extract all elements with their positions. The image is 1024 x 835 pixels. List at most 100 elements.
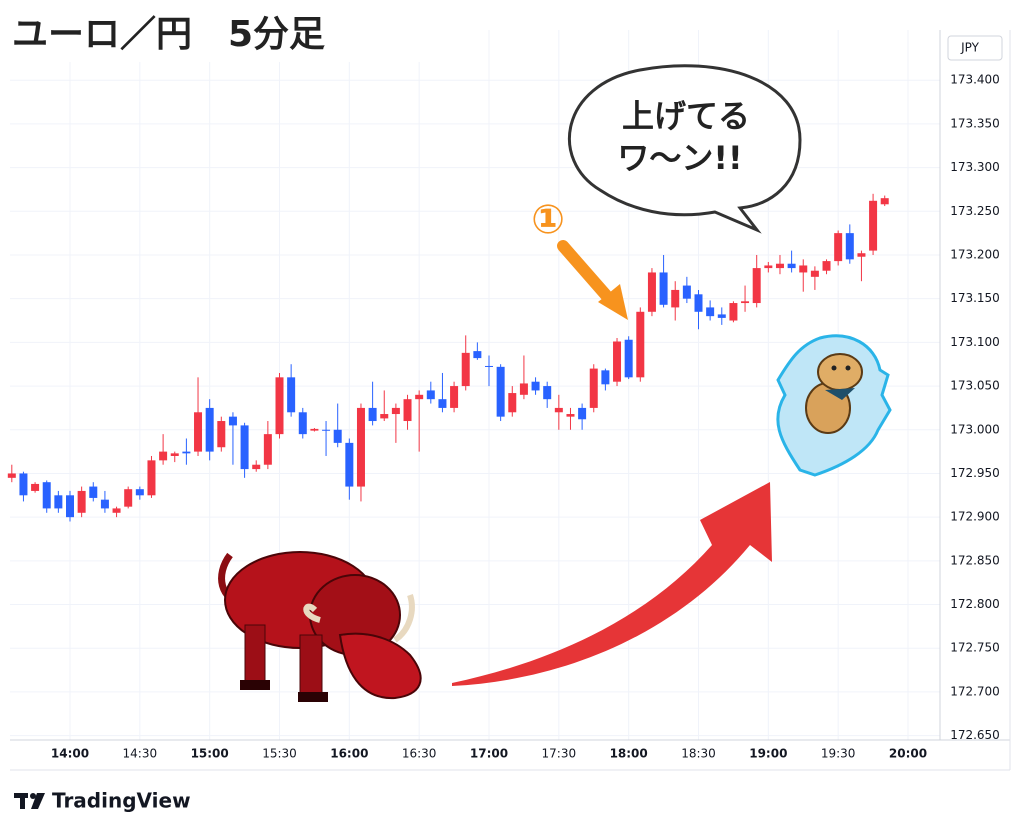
candle-body bbox=[578, 407, 587, 420]
candle-body bbox=[682, 285, 691, 299]
candle-body bbox=[880, 198, 889, 205]
candle-body bbox=[450, 386, 459, 408]
red-arrow bbox=[452, 482, 772, 686]
candle-body bbox=[438, 399, 447, 408]
dog-illustration bbox=[776, 334, 892, 477]
x-tick-label: 16:00 bbox=[330, 747, 368, 761]
x-tick-label: 15:30 bbox=[262, 747, 297, 761]
candle-body bbox=[543, 386, 552, 400]
candles bbox=[7, 193, 889, 522]
y-tick-label: 173.250 bbox=[950, 204, 1000, 218]
y-tick-label: 173.100 bbox=[950, 335, 1000, 349]
y-tick-label: 172.700 bbox=[950, 684, 1000, 698]
x-tick-label: 18:30 bbox=[681, 747, 716, 761]
candle-body bbox=[380, 414, 389, 419]
candle-body bbox=[485, 365, 493, 367]
candle-body bbox=[636, 311, 645, 378]
y-tick-label: 173.150 bbox=[950, 291, 1000, 305]
candle-body bbox=[275, 377, 284, 435]
candle-body bbox=[508, 393, 517, 413]
bubble-text: ワ～ン!! bbox=[617, 139, 742, 177]
y-tick-label: 172.800 bbox=[950, 597, 1000, 611]
candle-body bbox=[322, 429, 331, 431]
candle-body bbox=[217, 421, 226, 448]
candle-body bbox=[799, 265, 808, 273]
candle-body bbox=[252, 464, 261, 470]
candle-body bbox=[368, 407, 377, 422]
brand-logo bbox=[14, 793, 45, 809]
candle-body bbox=[240, 425, 249, 470]
candle-body bbox=[124, 489, 133, 507]
candle-body bbox=[461, 352, 470, 387]
orange-arrow-head bbox=[598, 284, 628, 320]
y-tick-label: 173.350 bbox=[950, 116, 1000, 130]
candle-body bbox=[729, 303, 738, 321]
candle-body bbox=[66, 495, 74, 518]
x-tick-label: 14:30 bbox=[123, 747, 158, 761]
candle-body bbox=[822, 261, 831, 271]
candle-body bbox=[834, 233, 843, 262]
y-tick-label: 172.950 bbox=[950, 466, 1000, 480]
x-tick-label: 15:00 bbox=[191, 747, 229, 761]
x-tick-label: 20:00 bbox=[889, 747, 927, 761]
candle-body bbox=[426, 390, 435, 400]
chart-title: ユーロ／円 5分足 bbox=[12, 14, 325, 55]
candle-body bbox=[566, 414, 575, 417]
candle-body bbox=[391, 407, 400, 415]
candle-body bbox=[147, 460, 156, 496]
candle-body bbox=[613, 341, 622, 382]
y-tick-label: 172.850 bbox=[950, 553, 1000, 567]
candle-body bbox=[519, 383, 528, 395]
y-tick-label: 173.000 bbox=[950, 422, 1000, 436]
x-tick-label: 16:30 bbox=[402, 747, 437, 761]
candle-body bbox=[775, 263, 784, 269]
candle-body bbox=[717, 314, 726, 318]
candle-body bbox=[752, 268, 761, 304]
candle-body bbox=[356, 407, 365, 487]
speech-bubble bbox=[567, 64, 802, 234]
candle-body bbox=[869, 200, 878, 251]
candle-body bbox=[112, 508, 121, 513]
candle-body bbox=[403, 399, 412, 422]
candle-body bbox=[589, 368, 598, 408]
currency: JPY bbox=[960, 41, 980, 55]
brand-name: TradingView bbox=[52, 789, 191, 813]
y-tick-label: 173.050 bbox=[950, 379, 1000, 393]
candle-body bbox=[787, 263, 796, 269]
candle-body bbox=[54, 495, 63, 509]
candle-body bbox=[205, 407, 214, 452]
candle-body bbox=[845, 233, 854, 260]
candle-body bbox=[170, 453, 179, 456]
candle-body bbox=[333, 429, 342, 443]
candle-body bbox=[31, 483, 40, 491]
bubble-text: 上げてる bbox=[622, 97, 750, 135]
y-tick-label: 173.300 bbox=[950, 160, 1000, 174]
candle-body bbox=[496, 366, 505, 417]
y-tick-label: 172.750 bbox=[950, 641, 1000, 655]
candle-body bbox=[647, 272, 656, 312]
orange-arrow bbox=[557, 240, 618, 308]
candle-body bbox=[42, 482, 51, 509]
candle-body bbox=[706, 307, 715, 317]
candle-body bbox=[287, 377, 296, 413]
candle-body bbox=[554, 407, 563, 413]
currency-box bbox=[947, 35, 1003, 61]
candle-body bbox=[7, 473, 16, 478]
candle-body bbox=[531, 381, 540, 391]
x-tick-label: 14:00 bbox=[51, 747, 89, 761]
candle-body bbox=[473, 351, 482, 359]
candle-body bbox=[857, 253, 866, 257]
y-tick-label: 172.650 bbox=[950, 728, 1000, 742]
x-tick-label: 17:30 bbox=[542, 747, 577, 761]
candle-body bbox=[159, 451, 168, 461]
candle-body bbox=[671, 289, 680, 308]
marker: ① bbox=[531, 197, 565, 243]
candle-body bbox=[741, 301, 750, 304]
x-tick-label: 19:00 bbox=[749, 747, 787, 761]
candle-body bbox=[228, 416, 237, 426]
title-bg bbox=[0, 0, 450, 62]
candle-body bbox=[135, 489, 144, 496]
x-tick-label: 19:30 bbox=[821, 747, 856, 761]
candle-body bbox=[694, 294, 703, 312]
